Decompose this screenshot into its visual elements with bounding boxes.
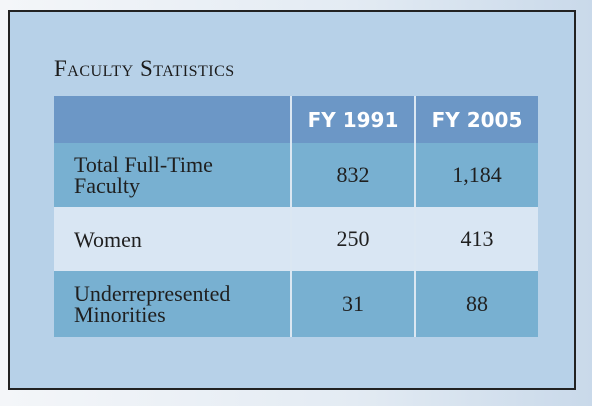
row-label-cell: Total Full-Time Faculty — [54, 143, 291, 207]
row: Total Full-Time Faculty 832 1,184 — [54, 143, 538, 207]
row: Underrepresented Minorities 31 88 — [54, 271, 538, 337]
cell: 832 — [290, 143, 415, 207]
row-label-cell: Underrepresented Minorities — [54, 271, 291, 337]
cell: 413 — [414, 207, 538, 271]
panel: Faculty Statistics FY 1991 FY 2005 Total… — [8, 10, 576, 390]
header-row: FY 1991 FY 2005 — [54, 96, 538, 143]
title: Faculty Statistics — [54, 56, 235, 81]
cell: 31 — [290, 271, 415, 337]
row-label: Total Full-Time Faculty — [74, 152, 213, 198]
row-label: Underrepresented Minorities — [74, 281, 231, 327]
header-cell: FY 1991 — [290, 96, 415, 143]
header-cell — [54, 96, 291, 143]
row-label: Women — [74, 226, 142, 252]
header-cell: FY 2005 — [414, 96, 538, 143]
cell: 88 — [414, 271, 538, 337]
row: Women 250 413 — [54, 207, 538, 271]
cell: 250 — [290, 207, 415, 271]
cell: 1,184 — [414, 143, 538, 207]
stats-table: FY 1991 FY 2005 Total Full-Time Faculty … — [54, 96, 538, 337]
row-label-cell: Women — [54, 207, 291, 271]
